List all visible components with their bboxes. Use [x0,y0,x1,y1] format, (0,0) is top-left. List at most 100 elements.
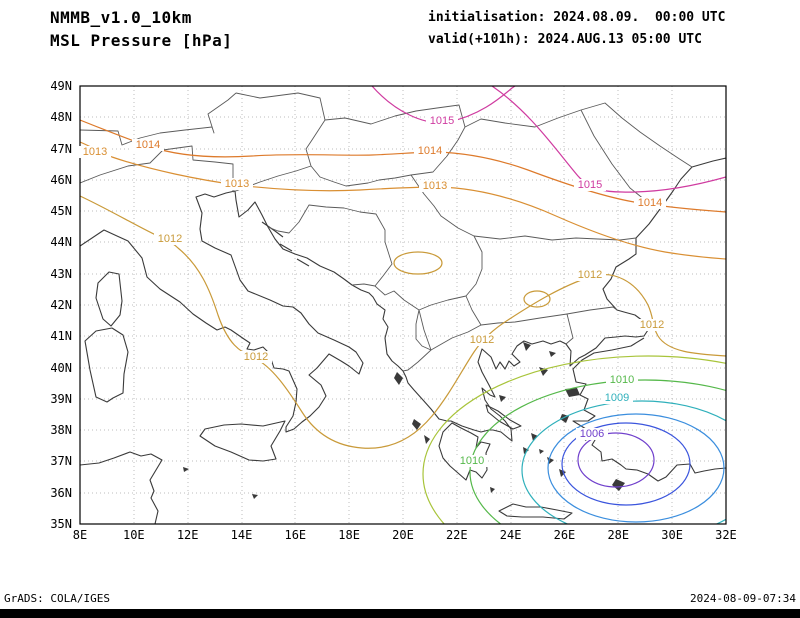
isobar-label-1010: 1010 [606,374,638,386]
border-bulgaria-turkey [566,306,618,315]
isobar-label-1013: 1013 [419,180,451,192]
lat-tick-label: 49N [50,79,72,93]
coastline-north-africa [80,451,163,524]
lat-tick-label: 36N [50,485,72,500]
lon-tick-label: 16E [284,528,307,542]
lon-tick-label: 24E [499,528,522,542]
isobar-label-1012: 1012 [240,351,272,363]
isobar-1011 [422,355,726,524]
island-corfu [394,372,403,385]
lon-tick-label: 10E [122,528,145,542]
cyclades-islands [490,395,566,493]
lat-tick-label: 48N [50,110,72,125]
field-title: MSL Pressure [hPa] [50,31,233,50]
border-hungary-serbia-danube [310,165,637,241]
isobar-1012-closed [523,290,551,308]
island-samothrace [549,351,556,357]
creation-timestamp: 2024-08-09-07:34 [690,592,796,605]
coastline-turkey [572,337,726,482]
latitude-axis: 49N 48N 47N 46N 45N 44N 43N 42N 41N 40N 39N 38N 37N 3… [30,79,76,531]
island-malta [252,494,258,499]
island-rhodes [612,479,625,491]
lon-tick-label: 32E [715,528,737,542]
island-corsica [95,271,123,327]
island-thasos [523,342,531,351]
lat-tick-label: 38N [50,423,72,438]
lon-tick-label: 18E [338,528,360,542]
coastline-italy-balkans-greece-blacksea [80,157,726,442]
lon-tick-label: 8E [72,528,88,542]
geography-layer [80,92,726,524]
isobar-label-1014: 1014 [414,145,446,157]
border-swiss-german-austrian [80,92,237,146]
border-romania-hungary [410,126,466,176]
lon-tick-label: 14E [230,528,253,542]
lon-tick-label: 22E [445,528,468,542]
lat-tick-label: 42N [50,297,72,312]
border-montenegro-albania [374,285,420,311]
island-sicily [199,420,286,462]
lat-tick-label: 39N [50,391,72,406]
border-slovakia-ukraine-moldova [324,102,693,168]
isobar-label-1012: 1012 [154,233,186,245]
lat-tick-label: 47N [50,141,72,156]
valid-time: valid(+101h): 2024.AUG.13 05:00 UTC [428,32,702,47]
isobar-1010 [469,379,726,524]
isobar-label-1015: 1015 [574,179,606,191]
isobar-label-1006: 1006 [576,428,608,440]
grads-credit: GrADS: COLA/IGES [4,592,110,605]
coastline-peloponnese [438,422,491,481]
isobar-1012 [80,195,726,449]
island-crete [498,503,573,520]
isobar-label-1014: 1014 [634,197,666,209]
lon-tick-label: 30E [661,528,683,542]
island-euboea [485,404,522,430]
isobar-1012-closed [393,251,443,275]
grid-lines [80,86,726,524]
lon-tick-label: 20E [392,528,414,542]
longitude-axis: 8E 10E 12E 14E 16E 18E 20E 22E 24E 26E 28E 30E 32E [64,528,742,542]
border-albania [402,309,432,372]
lat-tick-label: 46N [50,172,72,187]
isobar-label-1012: 1012 [636,319,668,331]
isobar-label-1015: 1015 [426,115,458,127]
border-austria-czech-slovenia [232,92,326,193]
isobar-1007 [561,422,691,506]
lat-tick-label: 44N [50,235,72,250]
country-borders [80,92,693,372]
border-alps-north-italy [80,145,234,192]
lon-tick-label: 12E [176,528,199,542]
island-sardinia [84,327,129,403]
init-time: initialisation: 2024.08.09. 00:00 UTC [428,10,726,25]
island-cephalonia [412,419,421,430]
isobar-1013 [80,141,726,260]
border-bosnia [267,204,393,287]
isobar-1015 [491,86,726,193]
dalmatian-islands [261,221,310,267]
isobar-label-1014: 1014 [132,139,164,151]
isobar-1006 [577,432,655,488]
isobar-label-1013: 1013 [221,178,253,190]
isobar-label-1013: 1013 [79,146,111,158]
island-pantelleria [183,467,189,472]
lat-tick-label: 45N [50,204,72,219]
isobar-1009 [521,400,726,524]
lat-tick-label: 37N [50,454,72,469]
lat-tick-label: 40N [50,360,72,375]
island-zakynthos [424,435,430,444]
lat-tick-label: 41N [50,329,72,344]
border-macedonia [418,295,482,351]
border-serbia-bulgaria-greece [465,235,574,345]
plot-frame [79,85,727,525]
lon-tick-label: 26E [553,528,576,542]
isobar-label-1012: 1012 [574,269,606,281]
isobar-label-1010: 1010 [456,455,488,467]
lat-tick-label: 43N [50,266,72,281]
isobar-1008 [547,413,725,523]
isobar-1014 [80,119,726,213]
island-lesbos [565,388,580,397]
lat-tick-label: 35N [50,516,72,531]
lon-tick-label: 28E [607,528,630,542]
